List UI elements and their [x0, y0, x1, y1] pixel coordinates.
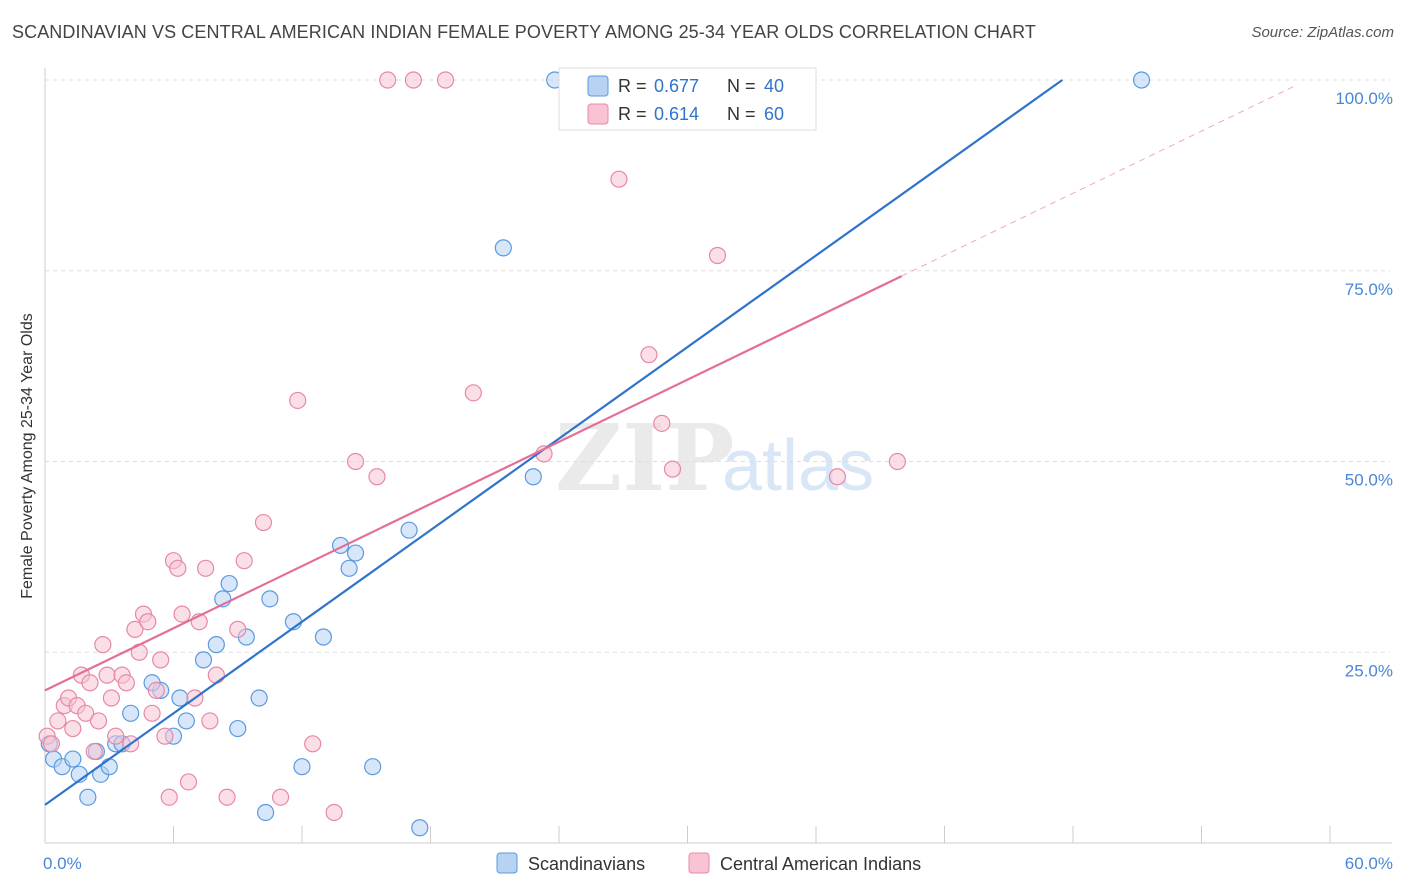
legend-r-label: R = — [618, 104, 647, 124]
central-american-indians-point — [169, 559, 187, 577]
y-tick-label: 100.0% — [1335, 89, 1393, 108]
scandinavians-point — [314, 628, 333, 646]
bottom-legend-label-central-american-indians: Central American Indians — [720, 854, 921, 874]
central-american-indians-point — [49, 712, 67, 730]
legend-swatch — [587, 75, 609, 97]
scandinavians-point — [122, 704, 140, 722]
central-american-indians-point — [404, 71, 422, 89]
scandinavians-point — [400, 521, 418, 539]
central-american-indians-point — [156, 727, 174, 745]
central-american-indians-point — [436, 71, 455, 89]
watermark-atlas: atlas — [722, 426, 874, 506]
x-tick-label-min: 0.0% — [43, 854, 82, 873]
legend-n-label: N = — [727, 76, 756, 96]
central-american-indians-point — [64, 719, 82, 738]
scandinavians-point — [411, 819, 429, 837]
central-american-indians-point — [42, 735, 61, 753]
legend-n-value: 40 — [764, 76, 784, 96]
central-american-indians-point — [179, 773, 198, 791]
central-american-indians-point — [160, 788, 178, 806]
scandinavians-point — [64, 750, 82, 768]
legend-r-value: 0.677 — [654, 76, 699, 96]
central-american-indians-point — [464, 384, 482, 402]
central-american-indians-point — [117, 674, 135, 692]
central-american-indians-trendline-extension — [901, 84, 1299, 277]
central-american-indians-point — [663, 460, 682, 478]
central-american-indians-point — [888, 452, 906, 471]
scandinavians-point — [220, 574, 238, 593]
scandinavians-point — [194, 651, 213, 669]
bottom-legend-swatch-scandinavians — [496, 852, 518, 874]
legend-r-value: 0.614 — [654, 104, 699, 124]
legend-n-label: N = — [727, 104, 756, 124]
central-american-indians-point — [77, 704, 95, 722]
central-american-indians-point — [143, 704, 161, 722]
central-american-indians-point — [201, 712, 219, 730]
scandinavians-point — [256, 803, 275, 822]
scandinavians-point — [524, 468, 542, 486]
x-tick-label-max: 60.0% — [1345, 854, 1393, 873]
central-american-indians-point — [828, 468, 847, 486]
scandinavians-point — [494, 239, 512, 257]
scandinavians-point — [293, 758, 311, 776]
central-american-indians-point — [147, 681, 165, 700]
scandinavians-trendline — [44, 79, 1063, 806]
scandinavians-point — [250, 689, 268, 707]
central-american-indians-point — [102, 689, 120, 707]
central-american-indians-trendline — [44, 275, 903, 692]
scandinavians-point — [207, 636, 225, 654]
y-tick-label: 25.0% — [1345, 661, 1393, 680]
central-american-indians-point — [126, 620, 144, 638]
central-american-indians-point — [173, 605, 191, 623]
central-american-indians-point — [89, 712, 108, 730]
legend-n-value: 60 — [764, 104, 784, 124]
central-american-indians-point — [640, 346, 658, 364]
central-american-indians-point — [81, 674, 99, 692]
scandinavians-point — [261, 590, 279, 608]
central-american-indians-point — [610, 170, 628, 188]
central-american-indians-point — [207, 666, 225, 684]
central-american-indians-point — [708, 246, 727, 265]
central-american-indians-point — [379, 71, 397, 89]
central-american-indians-point — [346, 452, 365, 471]
central-american-indians-point — [139, 613, 157, 631]
scandinavians-point — [1132, 71, 1151, 89]
central-american-indians-point — [107, 727, 125, 745]
central-american-indians-point — [653, 414, 671, 432]
scandinavians-point — [79, 788, 97, 806]
central-american-indians-point — [152, 651, 170, 669]
chart-title: SCANDINAVIAN VS CENTRAL AMERICAN INDIAN … — [12, 22, 1036, 42]
scandinavians-point — [229, 719, 247, 738]
central-american-indians-point — [85, 742, 103, 761]
central-american-indians-point — [94, 636, 112, 654]
central-american-indians-point — [218, 788, 236, 806]
central-american-indians-point — [304, 735, 322, 753]
bottom-legend-swatch-central-american-indians — [688, 852, 710, 874]
scandinavians-point — [100, 758, 118, 776]
central-american-indians-point — [98, 666, 116, 684]
legend-swatch — [587, 103, 609, 125]
legend-r-label: R = — [618, 76, 647, 96]
y-tick-label: 75.0% — [1345, 280, 1393, 299]
chart-source: Source: ZipAtlas.com — [1251, 24, 1394, 41]
central-american-indians-point — [197, 559, 215, 577]
central-american-indians-point — [271, 788, 290, 806]
central-american-indians-point — [229, 620, 247, 638]
central-american-indians-point — [325, 803, 343, 822]
central-american-indians-point — [235, 552, 253, 570]
scandinavians-point — [340, 559, 358, 577]
scandinavians-point — [346, 544, 365, 562]
central-american-indians-point — [289, 391, 307, 410]
watermark-zip: ZIP — [555, 404, 734, 512]
central-american-indians-point — [368, 468, 386, 486]
y-tick-label: 50.0% — [1345, 471, 1393, 490]
central-american-indians-point — [254, 513, 273, 532]
bottom-legend-label-scandinavians: Scandinavians — [528, 854, 645, 874]
scandinavians-point — [177, 712, 195, 730]
scandinavians-point — [364, 758, 382, 776]
